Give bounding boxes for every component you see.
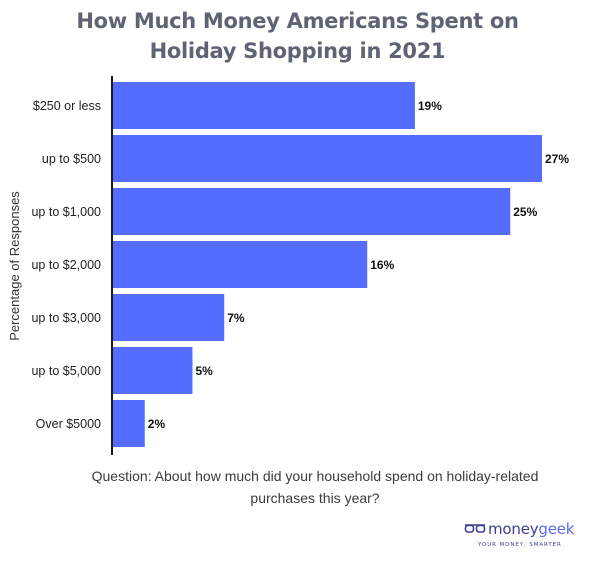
bar-1	[113, 82, 415, 129]
category-label-3: up to $1,000	[31, 205, 101, 219]
logo-wordmark: moneygeek	[488, 520, 574, 538]
bar-3	[113, 188, 511, 235]
value-label-5: 7%	[227, 311, 245, 325]
glasses-icon	[464, 524, 486, 533]
value-label-4: 16%	[370, 258, 394, 272]
bar-7	[113, 400, 145, 447]
labels-layer: $250 or less 19% up to $500 27% up to $1,000…	[31, 99, 569, 431]
logo-word-money: money	[488, 520, 539, 538]
value-label-1: 19%	[418, 99, 442, 113]
category-label-1: $250 or less	[33, 99, 101, 113]
bar-5	[113, 294, 225, 341]
value-label-2: 27%	[545, 152, 569, 166]
question-caption: Question: About how much did your househ…	[91, 468, 539, 506]
value-label-6: 5%	[195, 364, 213, 378]
category-label-4: up to $2,000	[31, 258, 101, 272]
category-label-5: up to $3,000	[31, 311, 101, 325]
y-axis-title: Percentage of Responses	[7, 191, 22, 341]
logo-tagline: YOUR MONEY, SMARTER	[478, 542, 562, 548]
logo-word-geek: geek	[538, 520, 575, 538]
category-label-6: up to $5,000	[31, 364, 101, 378]
moneygeek-logo[interactable]: moneygeek YOUR MONEY, SMARTER	[464, 520, 574, 554]
category-label-7: Over $5000	[36, 417, 101, 431]
value-label-7: 2%	[148, 417, 166, 431]
value-label-3: 25%	[513, 205, 537, 219]
category-label-2: up to $500	[42, 152, 101, 166]
chart-title: How Much Money Americans Spent on Holida…	[76, 9, 519, 63]
bars-layer	[113, 82, 542, 447]
bar-4	[113, 241, 368, 288]
bar-2	[113, 135, 542, 182]
bar-6	[113, 347, 193, 394]
